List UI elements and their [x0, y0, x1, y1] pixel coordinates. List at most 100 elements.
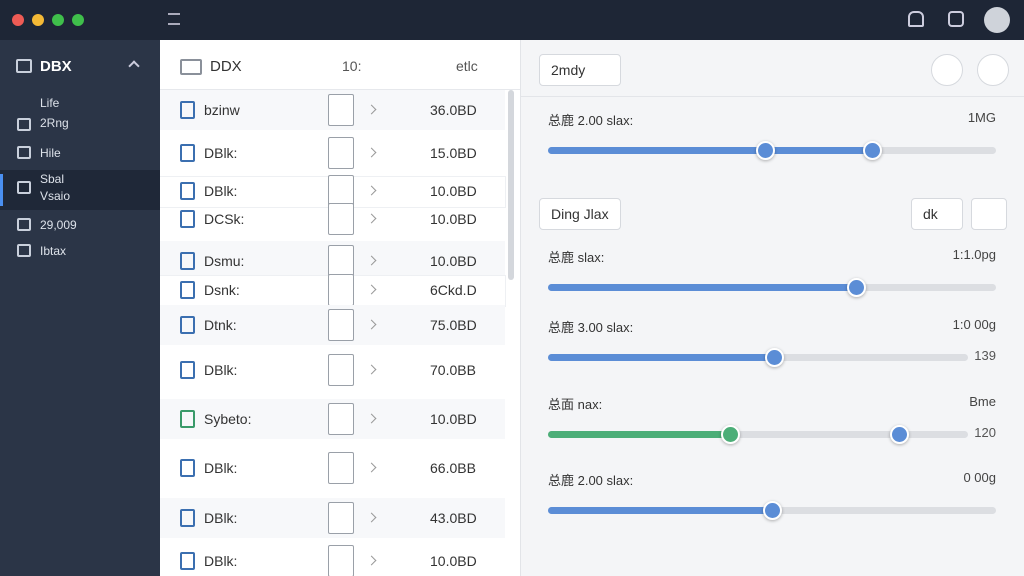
doc-thumb — [328, 452, 354, 484]
group-add-button-label[interactable]: dk — [923, 206, 938, 222]
header-date[interactable]: 10: — [342, 58, 362, 74]
file-icon — [180, 252, 195, 270]
file-name[interactable]: DBlk: — [204, 145, 238, 161]
file-name[interactable]: Dsmu: — [204, 253, 245, 269]
file-size[interactable]: 15.0BD — [430, 145, 477, 161]
chevron — [366, 555, 377, 566]
file-size[interactable]: 10.0BD — [430, 553, 477, 569]
add-button-label[interactable]: 2mdy — [551, 62, 586, 78]
sidebar-item[interactable]: Ibtax — [40, 244, 67, 258]
group-button[interactable] — [539, 198, 621, 230]
file-icon — [180, 552, 195, 570]
file-size[interactable]: 10.0BD — [430, 183, 477, 199]
sidebar-item[interactable]: Sbal — [40, 172, 65, 186]
active-marker — [0, 174, 3, 206]
file-name[interactable]: DBlk: — [204, 362, 238, 378]
file-size[interactable]: 43.0BD — [430, 510, 477, 526]
sidebar-item[interactable]: 2Rng — [40, 116, 69, 130]
file-name[interactable]: DBlk: — [204, 553, 238, 569]
doc-thumb — [328, 309, 354, 341]
header-sort[interactable]: etlc — [456, 58, 478, 74]
more-button[interactable] — [971, 198, 1007, 230]
item-icon — [17, 146, 31, 159]
doc-thumb — [328, 137, 354, 169]
avatar[interactable] — [984, 7, 1010, 33]
slider-handle[interactable] — [763, 501, 782, 520]
slider-handle[interactable] — [890, 425, 909, 444]
zoom-dot[interactable] — [52, 14, 64, 26]
doc-thumb — [328, 274, 354, 306]
slider-value: 1:1.0pg — [952, 247, 996, 262]
file-size[interactable]: 75.0BD — [430, 317, 477, 333]
folder-icon — [180, 59, 202, 75]
slider-fill — [548, 507, 772, 514]
settings-icon[interactable] — [948, 11, 964, 27]
sidebar-item[interactable]: Life — [40, 96, 60, 110]
close-dot[interactable] — [12, 14, 24, 26]
file-icon — [180, 144, 195, 162]
file-icon — [180, 509, 195, 527]
group-button-label[interactable]: Ding Jlax — [551, 206, 609, 222]
sidebar-item[interactable]: Vsaio — [40, 189, 71, 203]
doc-thumb — [328, 94, 354, 126]
chevron — [366, 364, 377, 375]
folder-icon — [16, 59, 32, 73]
item-icon — [17, 244, 31, 257]
file-name[interactable]: Sybeto: — [204, 411, 252, 427]
title-bar — [0, 0, 1024, 40]
chevron — [366, 213, 377, 224]
slider-handle[interactable] — [756, 141, 775, 160]
doc-thumb — [328, 354, 354, 386]
slider-handle[interactable] — [721, 425, 740, 444]
extra-dot[interactable] — [72, 14, 84, 26]
doc-thumb — [328, 545, 354, 576]
file-size[interactable]: 70.0BB — [430, 362, 476, 378]
file-name[interactable]: bzinw — [204, 102, 240, 118]
sidebar-title: DBX — [40, 58, 72, 75]
star-button[interactable] — [931, 54, 963, 86]
slider-label: 总鹿 2.00 slax: — [548, 113, 634, 128]
doc-thumb — [328, 403, 354, 435]
file-icon — [180, 316, 195, 334]
list-header — [160, 40, 520, 90]
slider-track — [548, 431, 968, 438]
menu-icon[interactable] — [168, 13, 180, 25]
slider-handle[interactable] — [847, 278, 866, 297]
slider-label: 总鹿 slax: — [548, 250, 605, 265]
file-size[interactable]: 10.0BD — [430, 411, 477, 427]
group-add-button[interactable] — [911, 198, 963, 230]
slider-value: Bme — [969, 394, 996, 409]
file-name[interactable]: DBlk: — [204, 510, 238, 526]
item-icon — [17, 181, 31, 194]
slider-fill — [548, 431, 730, 438]
file-icon — [180, 182, 195, 200]
pin-button[interactable] — [977, 54, 1009, 86]
file-icon — [180, 210, 195, 228]
slider-label: 总面 nax: — [548, 397, 603, 412]
slider-fill — [548, 284, 856, 291]
sidebar-item[interactable]: 29,009 — [40, 218, 77, 232]
slider-handle[interactable] — [863, 141, 882, 160]
scrollbar — [508, 90, 514, 280]
slider-handle[interactable] — [765, 348, 784, 367]
file-size[interactable]: 66.0BB — [430, 460, 476, 476]
bell-icon[interactable] — [908, 11, 924, 27]
add-button[interactable] — [539, 54, 621, 86]
slider-value: 0 00g — [963, 470, 996, 485]
file-size[interactable]: 6Ckd.D — [430, 282, 477, 298]
file-size[interactable]: 10.0BD — [430, 253, 477, 269]
file-size[interactable]: 10.0BD — [430, 211, 477, 227]
divider — [521, 96, 1024, 97]
file-name[interactable]: DCSk: — [204, 211, 245, 227]
minimize-dot[interactable] — [32, 14, 44, 26]
file-size[interactable]: 36.0BD — [430, 102, 477, 118]
file-name[interactable]: DBlk: — [204, 183, 238, 199]
file-name[interactable]: Dtnk: — [204, 317, 237, 333]
file-name[interactable]: DBlk: — [204, 460, 238, 476]
collapse-icon[interactable] — [128, 60, 140, 72]
sidebar-item[interactable]: Hile — [40, 146, 61, 160]
file-icon — [180, 101, 195, 119]
file-name[interactable]: Dsnk: — [204, 282, 240, 298]
doc-thumb — [328, 175, 354, 207]
header-name[interactable]: DDX — [210, 58, 242, 75]
